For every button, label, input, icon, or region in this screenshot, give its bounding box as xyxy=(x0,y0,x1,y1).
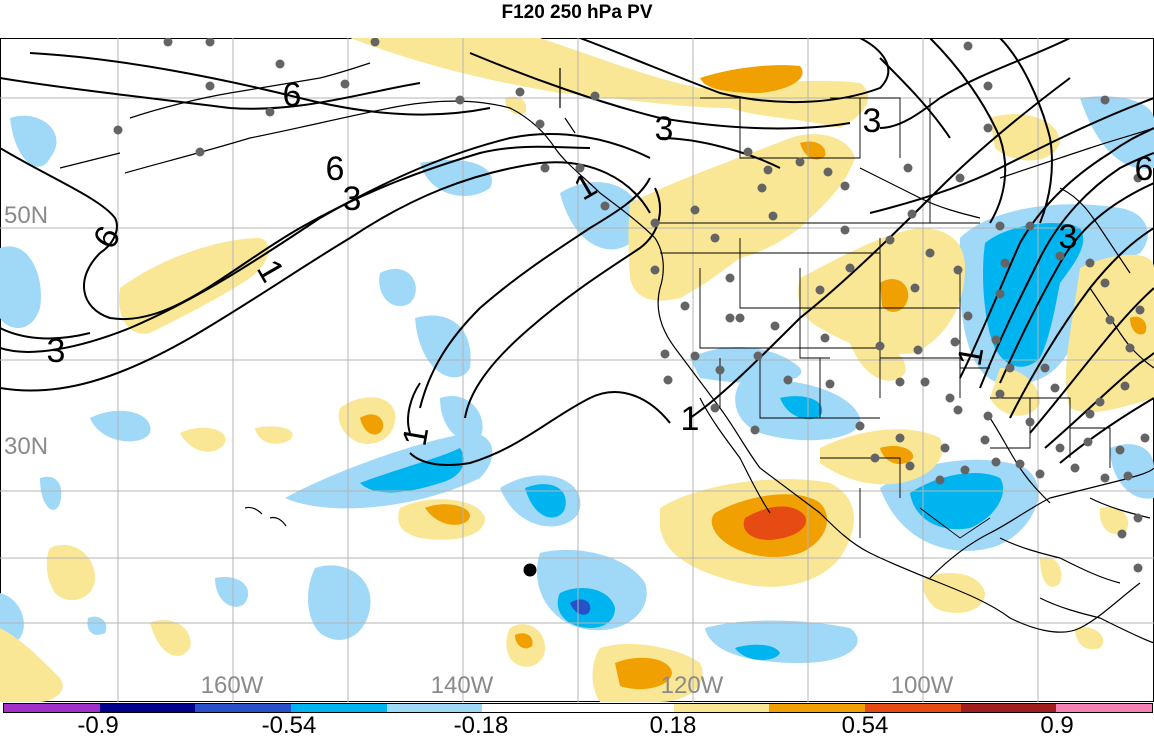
lon-label-140w: 140W xyxy=(431,672,494,699)
colorbar-swatch xyxy=(1056,704,1153,712)
colorbar-swatch xyxy=(99,704,196,712)
colorbar-swatch xyxy=(865,704,961,712)
colorbar-swatch xyxy=(482,704,579,712)
axis-labels: 50N 30N 160W 140W 120W 100W xyxy=(4,202,954,699)
colorbar-tick-label: 0.54 xyxy=(841,712,889,739)
colorbar-swatch xyxy=(195,704,292,712)
map-title: F120 250 hPa PV xyxy=(501,2,653,23)
lon-label-120w: 120W xyxy=(661,672,724,699)
contour-label: 3 xyxy=(47,332,66,370)
pv-map: 6 6 6 3 3 3 3 3 1 1 1 1 1 6 50N 30N 160W… xyxy=(0,38,1154,702)
tropical-cyclone-marker xyxy=(523,563,537,577)
colorbar-swatch xyxy=(291,704,387,712)
very-strong-positive-pv-anomalies xyxy=(743,506,806,540)
strong-positive-pv-anomalies xyxy=(360,65,1147,690)
contour-label: 3 xyxy=(655,110,674,148)
positive-pv-anomalies xyxy=(0,38,1154,702)
contour-label: 6 xyxy=(1135,150,1154,188)
state-borders xyxy=(655,97,1111,539)
colorbar-ticks: -0.9 -0.54 -0.18 0.18 0.54 0.9 xyxy=(0,713,1154,739)
lon-label-160w: 160W xyxy=(201,672,264,699)
contour-label: 3 xyxy=(343,180,362,218)
colorbar-tick-label: -0.9 xyxy=(77,712,119,739)
colorbar-tick-label: 0.18 xyxy=(649,712,697,739)
contour-label: 3 xyxy=(863,102,882,140)
very-strong-negative-pv-anomalies xyxy=(570,599,591,615)
colorbar-tick-label: 0.9 xyxy=(1040,712,1074,739)
colorbar-tick-label: -0.54 xyxy=(261,712,317,739)
colorbar-swatch xyxy=(673,704,770,712)
lat-label-30n: 30N xyxy=(4,433,48,460)
colorbar-swatch xyxy=(4,704,100,712)
colorbar-tick-label: -0.18 xyxy=(453,712,509,739)
lat-label-50n: 50N xyxy=(4,202,48,229)
station-dots xyxy=(113,38,1150,573)
colorbar xyxy=(3,703,1153,713)
contour-label: 3 xyxy=(1059,218,1078,256)
contour-label: 6 xyxy=(326,150,345,188)
contour-label: 1 xyxy=(681,400,700,438)
colorbar-swatch xyxy=(386,704,483,712)
lat-lon-grid xyxy=(0,38,1154,702)
lon-label-100w: 100W xyxy=(891,672,954,699)
colorbar-swatch xyxy=(769,704,866,712)
pv-contours xyxy=(0,38,1154,466)
strong-negative-pv-anomalies xyxy=(360,223,1084,660)
colorbar-swatch xyxy=(960,704,1057,712)
colorbar-swatch xyxy=(578,704,674,712)
contour-label: 6 xyxy=(283,76,302,114)
